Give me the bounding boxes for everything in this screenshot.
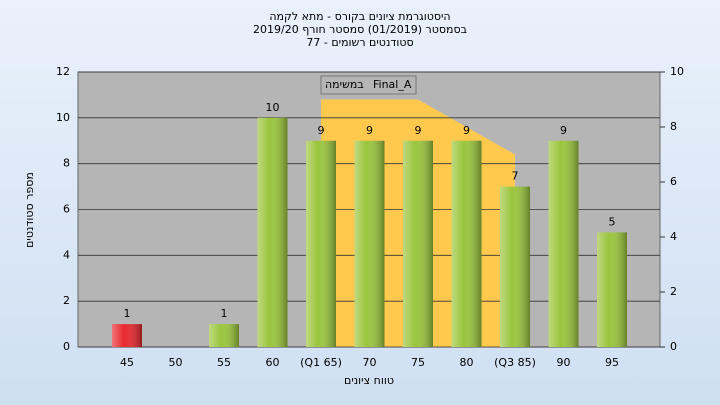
y2-tick-label: 0 [670,340,677,353]
bar-shade [500,186,530,347]
x-tick-label: (Q1 65) [300,356,342,369]
chart-subtitle: סטודנטים רשומים - 77 [306,36,413,49]
value-label: 7 [512,170,519,183]
y2-tick-label: 2 [670,285,677,298]
y-tick-label: 4 [63,248,70,261]
bar-shade [597,232,627,347]
bar-shade [112,324,142,347]
bar-shade [209,324,239,347]
bar-shade [257,117,288,347]
y2-tick-label: 4 [670,230,677,243]
x-tick-label: 45 [120,356,134,369]
value-label: 9 [318,124,325,137]
chart-title: היסטוגרמת ציונים בקורס - מתא לקמה [269,10,450,23]
y-tick-label: 2 [63,294,70,307]
value-label: 9 [366,124,373,137]
value-label: 9 [415,124,422,137]
value-label: 1 [124,307,131,320]
bar-shade [354,140,385,347]
x-tick-label: 95 [605,356,619,369]
y-axis-label: מספר סטודנטים [23,172,36,248]
x-axis-label: טווח ציונים [344,374,394,387]
x-tick-label: 50 [169,356,183,369]
y2-tick-label: 8 [670,120,677,133]
bar-shade [306,140,336,347]
y-tick-label: 8 [63,157,70,170]
y2-tick-label: 10 [670,65,684,78]
series-name: Final_A [373,78,412,91]
x-tick-label: 70 [363,356,377,369]
y-tick-label: 0 [63,340,70,353]
value-label: 5 [609,215,616,228]
bar-shade [403,140,433,347]
y-tick-label: 10 [56,111,70,124]
x-tick-label: 55 [217,356,231,369]
annotation-box [320,75,417,95]
value-label: 1 [221,307,228,320]
value-label: 10 [266,101,280,114]
value-label: 9 [560,124,567,137]
bar-shade [548,140,579,347]
y2-tick-label: 6 [670,175,677,188]
value-label: 9 [463,124,470,137]
y-tick-label: 6 [63,203,70,216]
chart-subtitle: בסמסטר (01/2019) סמסטר חורף 2019/20 [253,23,467,36]
bar-shade [451,140,482,347]
x-tick-label: 75 [411,356,425,369]
x-tick-label: 80 [460,356,474,369]
x-tick-label: (Q3 85) [494,356,536,369]
x-tick-label: 90 [557,356,571,369]
x-tick-label: 60 [266,356,280,369]
y-tick-label: 12 [56,65,70,78]
annotation: במשימה [325,78,364,91]
